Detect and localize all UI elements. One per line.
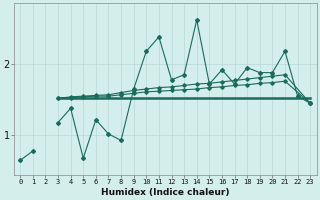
X-axis label: Humidex (Indice chaleur): Humidex (Indice chaleur) [101, 188, 229, 197]
